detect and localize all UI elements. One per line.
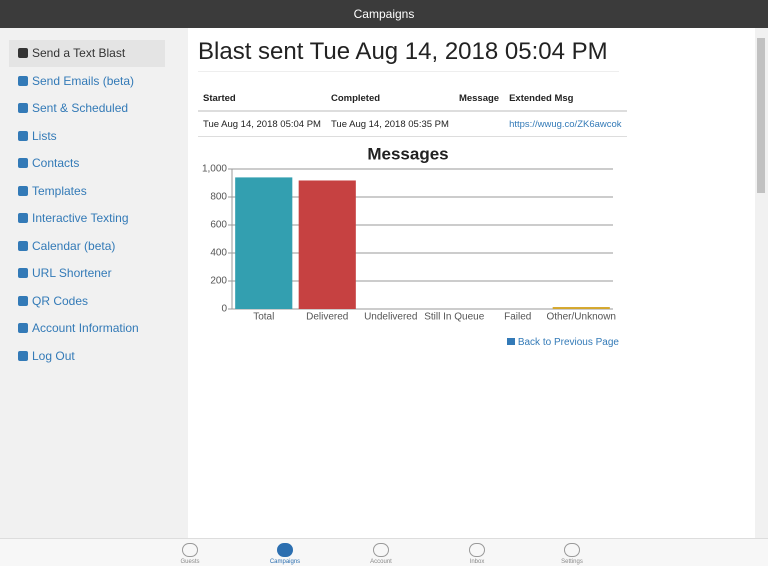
nav-item[interactable]: Contacts <box>9 150 165 177</box>
tab-label: Settings <box>561 559 583 565</box>
cell: Tue Aug 14, 2018 05:04 PM <box>198 111 326 137</box>
nav-icon <box>18 158 28 168</box>
tab-label: Account <box>370 559 392 565</box>
divider <box>198 71 619 72</box>
y-tick-label: 400 <box>210 248 227 259</box>
nav-item[interactable]: Send a Text Blast <box>9 40 165 67</box>
tab[interactable]: Settings <box>532 539 612 565</box>
column-header: Message <box>453 86 505 112</box>
nav-icon <box>18 240 28 251</box>
back-link[interactable]: Back to Previous Page <box>460 337 619 348</box>
y-tick-label: 600 <box>210 220 227 231</box>
nav-label[interactable]: Account Information <box>32 321 139 335</box>
column-header: Completed <box>325 86 454 112</box>
nav-icon <box>18 268 28 278</box>
tab-label: Campaigns <box>269 559 301 565</box>
nav-label[interactable]: Lists <box>32 128 57 143</box>
nav-icon <box>18 323 28 333</box>
nav-label[interactable]: Contacts <box>32 156 80 170</box>
back-icon <box>506 338 515 345</box>
chart: Messages 0 200 400 600 800 1,000 Total Delivere… <box>202 144 616 323</box>
nav-label[interactable]: Calendar (beta) <box>32 238 116 253</box>
bar <box>298 180 356 309</box>
tab-icon <box>182 543 198 557</box>
nav-item[interactable]: Interactive Texting <box>9 205 165 232</box>
y-tick-label: 0 <box>221 304 227 315</box>
x-tick-label: Other/Unknown <box>547 312 616 323</box>
nav-icon <box>18 103 28 113</box>
data-row: Tue Aug 14, 2018 05:04 PM Tue Aug 14, 20… <box>198 111 627 137</box>
nav-label[interactable]: URL Shortener <box>32 266 112 280</box>
tab[interactable]: Account <box>341 539 421 565</box>
nav-item[interactable]: QR Codes <box>9 288 165 315</box>
nav-icon <box>18 75 28 86</box>
nav-label[interactable]: Send a Text Blast <box>32 46 126 60</box>
tab-icon <box>373 543 389 557</box>
nav-item[interactable]: Log Out <box>9 343 165 370</box>
nav-item[interactable]: URL Shortener <box>9 260 165 287</box>
nav-label[interactable]: QR Codes <box>32 293 89 308</box>
nav-icon <box>18 130 28 141</box>
page-title: Blast sent Tue Aug 14, 2018 05:04 PM <box>198 38 608 65</box>
link[interactable]: https://wwug.co/ZK6awcok <box>509 118 622 130</box>
bar <box>235 177 293 309</box>
scroll-thumb[interactable] <box>757 38 765 193</box>
nav-label[interactable]: Interactive Texting <box>32 211 129 225</box>
blast-table: Started Completed Message Extended Msg T… <box>198 86 627 137</box>
tab-label: Guests <box>180 559 200 565</box>
header-row: Started Completed Message Extended Msg <box>198 86 627 112</box>
nav-item[interactable]: Calendar (beta) <box>9 233 165 260</box>
sidebar: Send a Text Blast Send Emails (beta) Sent … <box>0 28 188 538</box>
nav-item[interactable]: Account Information <box>9 315 165 342</box>
nav-label[interactable]: Send Emails (beta) <box>32 73 135 88</box>
nav-label[interactable]: Templates <box>32 183 87 198</box>
tab-icon <box>469 543 485 557</box>
nav-label[interactable]: Log Out <box>32 348 75 363</box>
tab-bar: Guests Campaigns Account Inbox Settings <box>0 538 768 566</box>
x-tick-label: Delivered <box>306 312 348 323</box>
cell <box>453 111 505 137</box>
tab[interactable]: Inbox <box>437 539 517 565</box>
nav-item[interactable]: Send Emails (beta) <box>9 68 165 95</box>
top-bar: Campaigns <box>0 0 768 28</box>
y-tick-label: 800 <box>210 192 227 203</box>
tab-icon <box>564 543 580 557</box>
nav-icon <box>18 213 28 223</box>
nav-icon <box>18 185 28 196</box>
y-tick-label: 200 <box>210 276 227 287</box>
nav-item[interactable]: Templates <box>9 178 165 205</box>
x-tick-label: Failed <box>504 312 531 323</box>
x-tick-label: Undelivered <box>364 312 417 323</box>
nav-item[interactable]: Lists <box>9 123 165 150</box>
tab-label: Inbox <box>469 559 485 565</box>
cell: Tue Aug 14, 2018 05:35 PM <box>325 111 454 137</box>
bar <box>552 307 610 309</box>
column-header: Extended Msg <box>504 86 627 112</box>
column-header: Started <box>198 86 326 112</box>
nav-icon <box>18 350 28 361</box>
tab[interactable]: Campaigns <box>245 539 325 565</box>
chart-title: Messages <box>367 144 448 163</box>
back-text[interactable]: Back to Previous Page <box>517 337 619 348</box>
tab-icon <box>277 543 293 557</box>
nav-label[interactable]: Sent & Scheduled <box>32 101 129 115</box>
x-tick-label: Still In Queue <box>424 312 484 323</box>
cell: https://wwug.co/ZK6awcok <box>504 111 627 137</box>
nav-item[interactable]: Sent & Scheduled <box>9 95 165 122</box>
tab[interactable]: Guests <box>150 539 230 565</box>
x-tick-label: Total <box>253 312 274 323</box>
y-tick-label: 1,000 <box>202 164 227 175</box>
nav-icon <box>18 48 28 58</box>
nav-icon <box>18 295 28 306</box>
